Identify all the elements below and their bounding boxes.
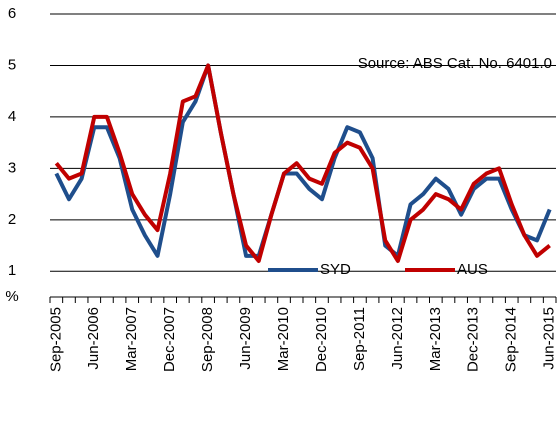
y-tick-label: 4 — [8, 108, 16, 125]
series-line — [54, 63, 551, 263]
y-tick-label: 3 — [8, 159, 16, 176]
x-tick-label: Sep-2014 — [503, 307, 520, 372]
x-tick-label: Mar-2007 — [123, 307, 140, 371]
x-tick-label: Mar-2013 — [427, 307, 444, 371]
legend-label: AUS — [457, 261, 488, 278]
x-tick-label: Dec-2010 — [313, 307, 330, 372]
x-tick-label: Jun-2012 — [389, 307, 406, 370]
y-tick-label: 6 — [8, 5, 16, 22]
series-line — [54, 63, 552, 258]
x-tick-label: Dec-2007 — [161, 307, 178, 372]
x-tick-label: Sep-2008 — [199, 307, 216, 372]
x-tick-label: Dec-2013 — [465, 307, 482, 372]
y-axis-label: % — [5, 288, 18, 305]
x-tick-label: Jun-2006 — [85, 307, 102, 370]
x-tick-label: Jun-2015 — [541, 307, 558, 370]
x-tick-label: Jun-2009 — [237, 307, 254, 370]
y-tick-label: 2 — [8, 211, 16, 228]
x-tick-label: Sep-2005 — [47, 307, 64, 372]
y-tick-label: 5 — [8, 56, 16, 73]
x-tick-label: Sep-2011 — [351, 307, 368, 371]
y-tick-label: 1 — [8, 262, 16, 279]
legend-label: SYD — [320, 261, 351, 278]
source-note: Source: ABS Cat. No. 6401.0 — [358, 55, 552, 72]
x-tick-label: Mar-2010 — [275, 307, 292, 371]
